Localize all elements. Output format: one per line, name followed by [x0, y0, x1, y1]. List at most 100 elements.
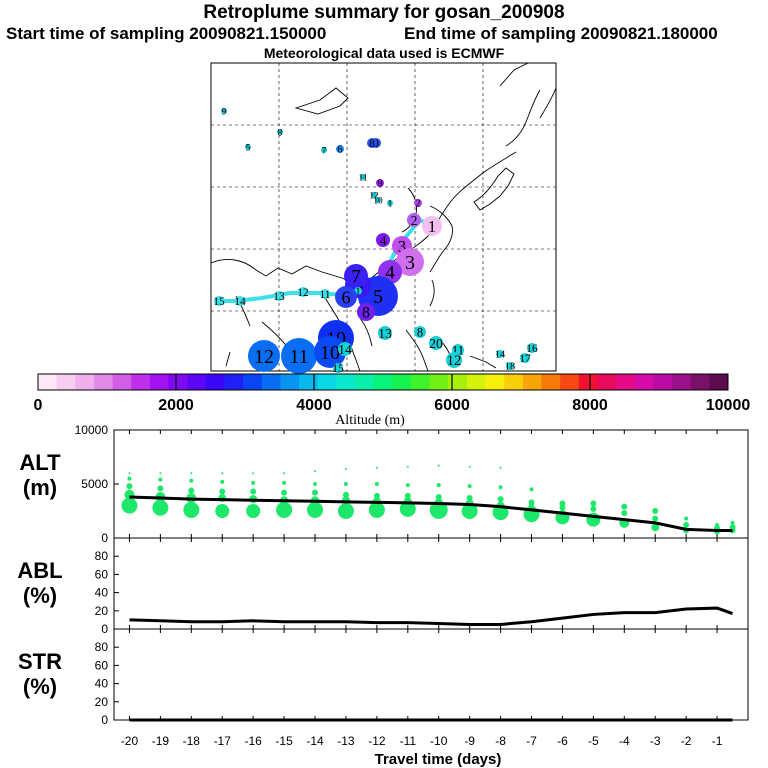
- plume-marker: 5: [245, 143, 251, 153]
- plume-marker-label: 5: [246, 143, 251, 153]
- x-tick-label: -19: [152, 734, 170, 748]
- plume-marker: 7: [321, 146, 327, 156]
- plume-marker: 13: [378, 326, 392, 341]
- y-tick-label: 20: [95, 604, 109, 618]
- plume-marker-dot: [414, 199, 422, 207]
- plume-altitude-dot: [405, 483, 410, 488]
- plume-marker-label: 9: [222, 107, 227, 117]
- plume-altitude-dot: [652, 515, 659, 522]
- plume-marker-dot: [520, 353, 530, 363]
- plume-altitude-dot: [246, 504, 261, 518]
- x-tick-label: -6: [557, 734, 568, 748]
- colorbar-swatch: [616, 374, 636, 390]
- plume-altitude-dot: [307, 501, 324, 518]
- plume-marker-label: 15: [332, 363, 344, 375]
- colorbar-tick-label: 6000: [434, 397, 470, 414]
- y-tick-label: 5000: [81, 477, 108, 491]
- colorbar-swatch: [187, 374, 207, 390]
- plume-marker: 14: [338, 342, 352, 357]
- plume-altitude-dot: [466, 495, 473, 502]
- plume-marker-label: 4: [380, 233, 387, 248]
- plume-marker-dot: [235, 296, 245, 306]
- plume-marker: 12: [248, 340, 280, 372]
- plume-altitude-dot: [158, 477, 163, 482]
- plume-altitude-dot: [337, 503, 354, 519]
- plume-marker-label: 11: [289, 346, 308, 368]
- plume-marker-label: 12: [297, 287, 309, 299]
- colorbar-swatch: [112, 374, 132, 390]
- plume-marker-dot: [298, 287, 308, 297]
- plume-markers: 9857698119121012214334567816101211101415…: [213, 107, 538, 375]
- plume-marker-label: 7: [322, 146, 327, 156]
- colorbar-swatch: [355, 374, 375, 390]
- panel-label: ALT: [19, 450, 61, 475]
- plume-altitude-dot: [652, 508, 659, 514]
- panel-label: ABL: [17, 558, 62, 583]
- panel-abl: 0 20 40 60 80 ABL(%): [17, 537, 749, 636]
- plume-marker: 1: [387, 199, 393, 209]
- plume-marker-dot: [496, 350, 504, 358]
- plume-marker-dot: [422, 216, 442, 236]
- colorbar-swatch: [149, 374, 169, 390]
- met-data-label: Meteorological data used is ECMWF: [263, 45, 505, 61]
- plume-altitude-dot: [121, 497, 138, 514]
- colorbar-swatch: [634, 374, 654, 390]
- x-tick-label: -9: [464, 734, 475, 748]
- plume-marker-label: 6: [341, 287, 350, 307]
- x-tick-label: -5: [588, 734, 599, 748]
- plume-marker-dot: [357, 303, 375, 321]
- x-tick-label: -10: [430, 734, 448, 748]
- colorbar-swatch: [317, 374, 337, 390]
- colorbar-swatch: [75, 374, 95, 390]
- plume-altitude-dot: [467, 484, 472, 489]
- plume-altitude-dot: [497, 496, 504, 503]
- panel-unit: (%): [23, 583, 57, 608]
- plume-marker-dot: [396, 248, 424, 276]
- colorbar-swatch: [410, 374, 431, 390]
- plume-marker-label: 12: [369, 191, 379, 201]
- y-tick-label: 60: [95, 567, 109, 581]
- plume-marker-label: 8: [278, 128, 283, 138]
- colorbar-swatch: [466, 374, 486, 390]
- x-tick-label: -12: [368, 734, 386, 748]
- plume-altitude-dot: [152, 499, 169, 516]
- colorbar-tick-label: 10000: [706, 397, 751, 414]
- plume-altitude-dot: [344, 467, 347, 470]
- plume-altitude-dot: [343, 482, 348, 486]
- panel-frame: [113, 628, 749, 721]
- plume-marker-dot: [314, 336, 346, 368]
- plume-altitude-dot: [528, 499, 535, 506]
- plume-altitude-dot: [468, 465, 471, 468]
- plume-marker: 2: [414, 199, 422, 210]
- plume-marker-label: 16: [526, 343, 538, 355]
- plume-altitude-dot: [126, 483, 133, 490]
- panel-alt: 0 5000 10000 ALT(m): [19, 423, 749, 545]
- y-tick-label: 80: [95, 640, 109, 654]
- panel-unit: (%): [23, 674, 57, 699]
- plume-marker-dot: [407, 213, 421, 227]
- plume-marker-dot: [344, 264, 368, 288]
- plume-marker-dot: [320, 289, 330, 299]
- plume-altitude-dot: [190, 472, 193, 475]
- plume-altitude-dot: [314, 470, 317, 473]
- panel-frame: [113, 537, 749, 630]
- plume-marker-label: 15: [213, 296, 225, 308]
- plume-marker-label: 17: [519, 353, 531, 365]
- plume-altitude-dot: [684, 516, 689, 521]
- plume-marker-label: 3: [398, 237, 407, 256]
- colorbar-tick-label: 0: [34, 397, 43, 414]
- colorbar-swatch: [672, 374, 692, 390]
- colorbar-swatch: [392, 374, 412, 390]
- plume-marker: 4: [376, 233, 390, 248]
- plume-altitude-dot: [312, 489, 319, 496]
- plume-marker-label: 2: [411, 213, 418, 228]
- colorbar-swatch: [205, 374, 225, 390]
- colorbar-swatch: [280, 374, 300, 390]
- plume-marker-dot: [221, 108, 227, 114]
- x-tick-label: -18: [183, 734, 201, 748]
- plume-marker-dot: [333, 363, 343, 373]
- plume-marker-label: 10: [373, 196, 383, 206]
- colorbar-tick-label: 2000: [158, 397, 194, 414]
- colorbar-swatch: [504, 374, 524, 390]
- x-tick-label: -1: [712, 734, 723, 748]
